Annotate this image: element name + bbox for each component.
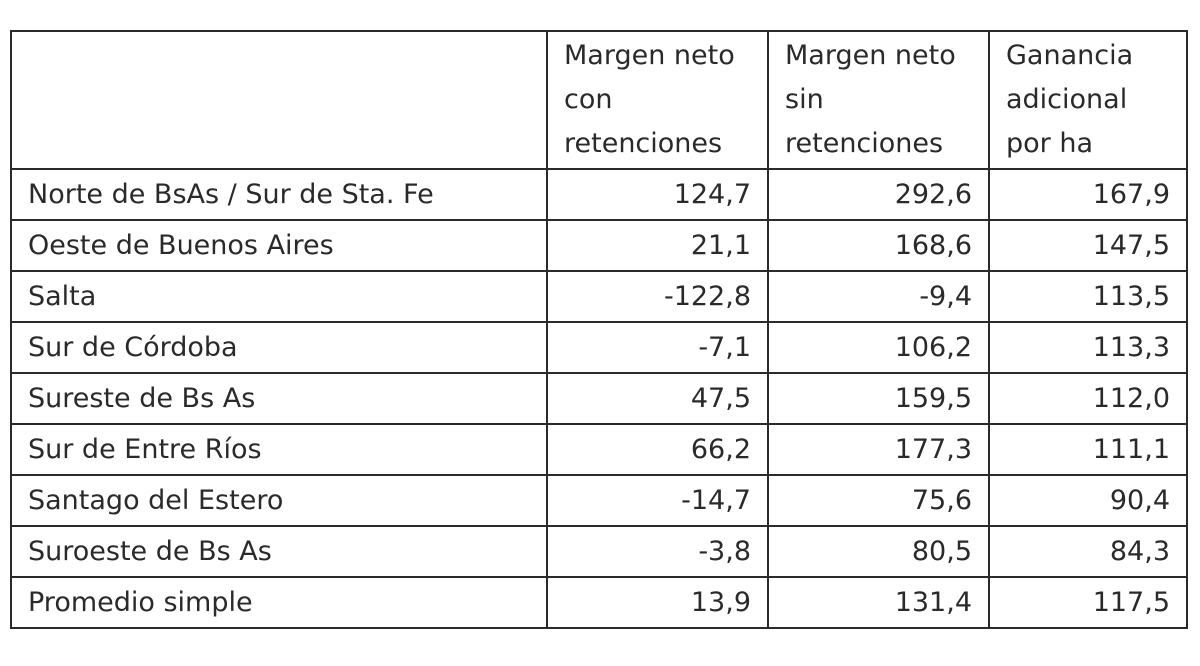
value-cell: -122,8 (546, 270, 769, 323)
value-cell: -7,1 (546, 321, 769, 374)
value-cell: 147,5 (988, 219, 1188, 272)
table-body: Norte de BsAs / Sur de Sta. Fe 124,7 292,6… (10, 168, 1188, 629)
data-table: Margen neto con retenciones Margen neto s… (10, 30, 1188, 629)
value-cell: 124,7 (546, 168, 769, 221)
value-cell: 90,4 (988, 474, 1188, 527)
table-row: Salta -122,8 -9,4 113,5 (10, 270, 1188, 323)
row-label: Santago del Estero (10, 474, 548, 527)
table-row: Suroeste de Bs As -3,8 80,5 84,3 (10, 525, 1188, 578)
header-cell: Margen neto sin retenciones (767, 30, 990, 170)
table-row: Santago del Estero -14,7 75,6 90,4 (10, 474, 1188, 527)
row-label: Norte de BsAs / Sur de Sta. Fe (10, 168, 548, 221)
row-label: Suroeste de Bs As (10, 525, 548, 578)
value-cell: -9,4 (767, 270, 990, 323)
value-cell: 167,9 (988, 168, 1188, 221)
value-cell: 66,2 (546, 423, 769, 476)
table-row: Sureste de Bs As 47,5 159,5 112,0 (10, 372, 1188, 425)
row-label: Sur de Córdoba (10, 321, 548, 374)
value-cell: 47,5 (546, 372, 769, 425)
row-label: Salta (10, 270, 548, 323)
value-cell: 131,4 (767, 576, 990, 629)
header-cell: Margen neto con retenciones (546, 30, 769, 170)
row-label: Promedio simple (10, 576, 548, 629)
value-cell: 168,6 (767, 219, 990, 272)
value-cell: 113,3 (988, 321, 1188, 374)
value-cell: 117,5 (988, 576, 1188, 629)
value-cell: 84,3 (988, 525, 1188, 578)
header-row: Margen neto con retenciones Margen neto s… (10, 30, 1188, 170)
header-cell (10, 30, 548, 170)
value-cell: 21,1 (546, 219, 769, 272)
table-row: Norte de BsAs / Sur de Sta. Fe 124,7 292,6… (10, 168, 1188, 221)
value-cell: 159,5 (767, 372, 990, 425)
value-cell: 112,0 (988, 372, 1188, 425)
table-row: Promedio simple 13,9 131,4 117,5 (10, 576, 1188, 629)
value-cell: -3,8 (546, 525, 769, 578)
table-row: Sur de Entre Ríos 66,2 177,3 111,1 (10, 423, 1188, 476)
table-row: Sur de Córdoba -7,1 106,2 113,3 (10, 321, 1188, 374)
value-cell: 113,5 (988, 270, 1188, 323)
value-cell: 106,2 (767, 321, 990, 374)
row-label: Sureste de Bs As (10, 372, 548, 425)
value-cell: -14,7 (546, 474, 769, 527)
value-cell: 111,1 (988, 423, 1188, 476)
row-label: Oeste de Buenos Aires (10, 219, 548, 272)
value-cell: 13,9 (546, 576, 769, 629)
header-cell: Ganancia adicional por ha (988, 30, 1188, 170)
value-cell: 177,3 (767, 423, 990, 476)
value-cell: 80,5 (767, 525, 990, 578)
table-row: Oeste de Buenos Aires 21,1 168,6 147,5 (10, 219, 1188, 272)
row-label: Sur de Entre Ríos (10, 423, 548, 476)
value-cell: 75,6 (767, 474, 990, 527)
value-cell: 292,6 (767, 168, 990, 221)
